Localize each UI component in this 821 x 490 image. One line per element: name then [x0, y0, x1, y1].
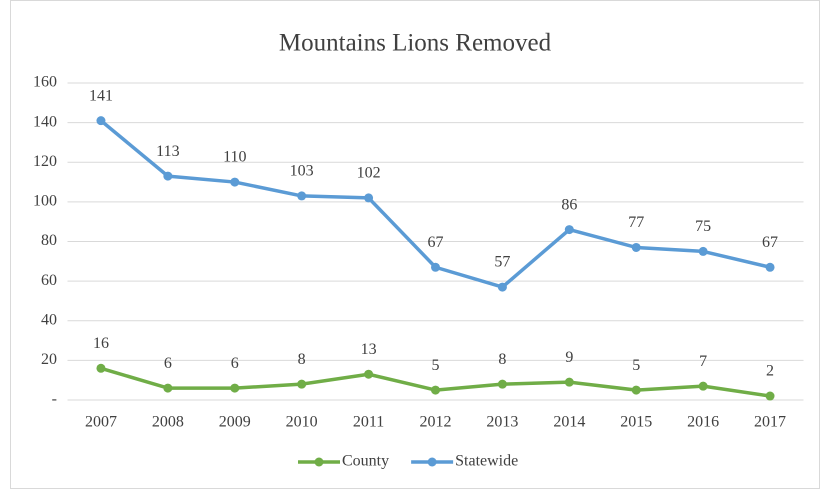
data-label: 13: [361, 341, 377, 358]
point-marker: [497, 282, 507, 292]
data-label: 5: [432, 357, 440, 374]
data-label: 67: [428, 234, 444, 251]
point-marker: [230, 383, 240, 393]
data-label: 103: [290, 163, 314, 180]
y-tick-label: 80: [41, 232, 57, 249]
data-label: 57: [494, 254, 510, 271]
x-tick-label: 2016: [687, 414, 719, 431]
point-marker: [431, 385, 440, 395]
point-marker: [698, 246, 708, 256]
point-marker: [564, 377, 574, 387]
point-marker: [297, 379, 307, 389]
legend-label: Statewide: [455, 453, 518, 470]
data-label: 67: [762, 234, 778, 251]
x-tick-label: 2014: [553, 414, 585, 431]
x-tick-label: 2012: [420, 414, 452, 431]
data-label: 86: [561, 196, 577, 213]
x-tick-label: 2011: [353, 414, 384, 431]
x-tick-label: 2017: [754, 414, 786, 431]
point-marker: [96, 116, 106, 126]
legend-label: County: [342, 453, 389, 470]
x-tick-label: 2013: [486, 414, 518, 431]
x-tick-label: 2009: [219, 414, 251, 431]
data-label: 141: [89, 87, 113, 104]
chart-border: [10, 0, 820, 489]
point-marker: [163, 171, 173, 181]
data-label: 8: [498, 351, 506, 368]
x-tick-label: 2010: [286, 414, 318, 431]
point-marker: [96, 363, 106, 373]
point-marker: [364, 193, 374, 203]
x-tick-label: 2015: [620, 414, 652, 431]
y-tick-label: 100: [33, 193, 57, 210]
legend-marker: [314, 457, 324, 467]
data-label: 110: [223, 149, 246, 166]
point-marker: [631, 385, 641, 395]
point-marker: [765, 262, 775, 272]
point-marker: [364, 369, 374, 379]
data-label: 75: [695, 218, 711, 235]
data-label: 5: [632, 357, 640, 374]
data-label: 16: [93, 335, 109, 352]
data-label: 2: [766, 363, 774, 380]
point-marker: [163, 383, 173, 393]
y-tick-label: 120: [33, 153, 57, 170]
y-tick-label: 160: [33, 74, 57, 91]
series-line: [99, 119, 771, 289]
y-tick-label: 140: [33, 113, 57, 130]
point-marker: [297, 191, 307, 201]
point-marker: [230, 177, 240, 187]
data-label: 77: [628, 214, 644, 231]
chart-title: Mountains Lions Removed: [279, 30, 552, 57]
legend-marker: [427, 457, 437, 467]
point-marker: [698, 381, 708, 391]
y-tick-label: 20: [41, 351, 57, 368]
data-label: 9: [565, 349, 573, 366]
point-marker: [497, 379, 507, 389]
data-label: 113: [156, 143, 179, 160]
data-label: 7: [699, 353, 707, 370]
data-label: 6: [231, 355, 239, 372]
point-marker: [564, 225, 574, 235]
x-tick-label: 2008: [152, 414, 184, 431]
y-tick-label: -: [52, 391, 57, 408]
point-marker: [765, 391, 775, 401]
data-label: 102: [357, 165, 381, 182]
y-tick-label: 40: [41, 311, 57, 328]
data-label: 6: [164, 355, 172, 372]
data-label: 8: [298, 351, 306, 368]
x-tick-label: 2007: [85, 414, 117, 431]
point-marker: [431, 262, 440, 272]
point-marker: [631, 242, 641, 252]
y-tick-label: 60: [41, 272, 57, 289]
